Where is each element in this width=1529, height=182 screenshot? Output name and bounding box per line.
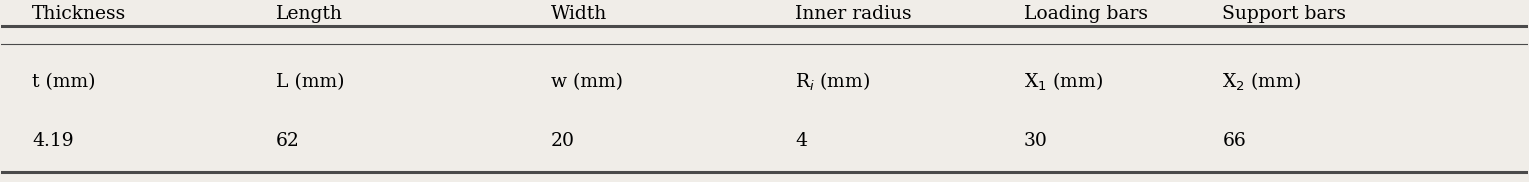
Text: Support bars: Support bars bbox=[1222, 5, 1347, 23]
Text: 20: 20 bbox=[550, 132, 575, 150]
Text: X$_2$ (mm): X$_2$ (mm) bbox=[1222, 71, 1301, 93]
Text: Width: Width bbox=[550, 5, 607, 23]
Text: 4.19: 4.19 bbox=[32, 132, 73, 150]
Text: Thickness: Thickness bbox=[32, 5, 127, 23]
Text: w (mm): w (mm) bbox=[550, 73, 622, 91]
Text: X$_1$ (mm): X$_1$ (mm) bbox=[1024, 71, 1102, 93]
Text: Loading bars: Loading bars bbox=[1024, 5, 1148, 23]
Text: Length: Length bbox=[277, 5, 342, 23]
Text: Inner radius: Inner radius bbox=[795, 5, 911, 23]
Text: 62: 62 bbox=[277, 132, 300, 150]
Text: 4: 4 bbox=[795, 132, 807, 150]
Text: L (mm): L (mm) bbox=[277, 73, 344, 91]
Text: t (mm): t (mm) bbox=[32, 73, 95, 91]
Text: R$_i$ (mm): R$_i$ (mm) bbox=[795, 71, 870, 93]
Text: 30: 30 bbox=[1024, 132, 1047, 150]
Text: 66: 66 bbox=[1222, 132, 1246, 150]
